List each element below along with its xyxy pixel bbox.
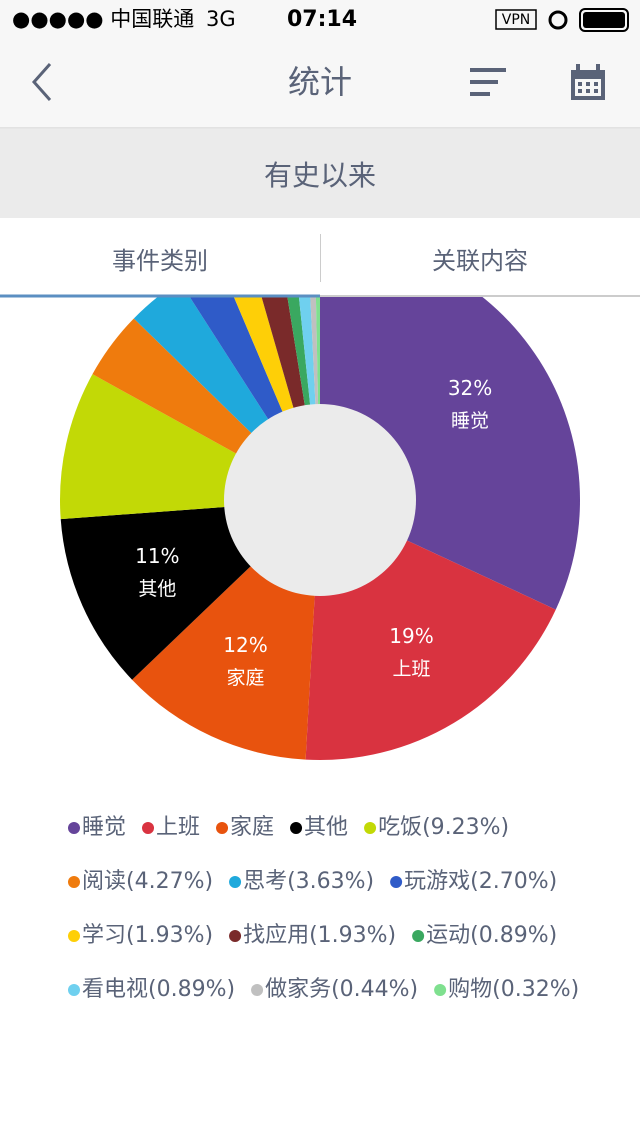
legend-label: 看电视(0.89%) <box>82 977 235 1002</box>
vpn: VPN <box>502 12 531 28</box>
legend-label: 找应用(1.93%) <box>243 923 396 948</box>
legend-label: 做家务(0.44%) <box>265 977 418 1002</box>
banner-text: 有史以来 <box>264 159 376 192</box>
legend-marker <box>390 876 403 888</box>
legend-marker <box>434 984 447 996</box>
tab[interactable]: 关联内容 <box>432 247 528 275</box>
carrier: ●●●●● 中国联通 <box>12 7 194 31</box>
slice <box>320 297 580 610</box>
slice-name-label: 家庭 <box>227 667 265 689</box>
vpn-box <box>495 9 537 30</box>
legend-label: 购物(0.32%) <box>448 977 579 1002</box>
legend-marker <box>412 930 425 942</box>
legend-label: 阅读(4.27%) <box>82 869 213 894</box>
slice-name-label: 其他 <box>138 578 176 600</box>
legend: 睡觉 上班 家庭 其他 吃饭(9.23%) 阅读(4.27%) 思考(3.63%) 玩游戏(2… <box>68 815 579 1002</box>
slice-value-label: 11% <box>135 544 179 568</box>
donut-hole <box>224 404 416 596</box>
legend-marker <box>290 822 303 834</box>
slice-value-label: 19% <box>389 624 433 648</box>
legend-label: 上班 <box>156 815 200 840</box>
banner-bg <box>0 129 640 218</box>
legend-label: 其他 <box>304 815 348 840</box>
legend-marker <box>142 822 155 834</box>
legend-label: 吃饭(9.23%) <box>378 815 509 840</box>
legend-label: 家庭 <box>230 815 274 840</box>
legend-marker <box>68 876 80 888</box>
legend-marker <box>229 930 242 942</box>
battery <box>579 8 629 32</box>
slice-labels: 32% 睡觉 19% 上班 12% 家庭 11% 其他 <box>135 376 492 689</box>
legend-label: 思考(3.63%) <box>243 869 374 894</box>
slice-value-label: 32% <box>448 376 492 400</box>
legend-label: 运动(0.89%) <box>426 923 557 948</box>
header-bg <box>0 0 640 128</box>
calendar-button[interactable] <box>571 64 605 100</box>
network: 3G <box>206 7 236 31</box>
tab[interactable]: 事件类别 <box>112 247 208 275</box>
slice-name-label: 上班 <box>393 658 431 680</box>
legend-marker <box>68 822 80 834</box>
legend-label: 学习(1.93%) <box>82 923 213 948</box>
legend-marker <box>68 984 80 996</box>
battery-level <box>583 12 625 28</box>
time: 07:14 <box>287 7 357 32</box>
legend-marker <box>251 984 264 996</box>
alarm-icon <box>548 10 568 30</box>
legend-label: 玩游戏(2.70%) <box>404 869 557 894</box>
legend-marker <box>229 876 242 888</box>
legend-marker <box>364 822 377 834</box>
nav-title: 统计 <box>288 63 352 101</box>
legend-marker <box>216 822 229 834</box>
slice-value-label: 12% <box>223 633 267 657</box>
legend-marker <box>68 930 80 942</box>
legend-label: 睡觉 <box>82 815 126 840</box>
slice-name-label: 睡觉 <box>451 410 489 432</box>
slice <box>261 297 320 500</box>
back-button[interactable] <box>31 63 52 101</box>
sort-button[interactable] <box>470 68 506 96</box>
